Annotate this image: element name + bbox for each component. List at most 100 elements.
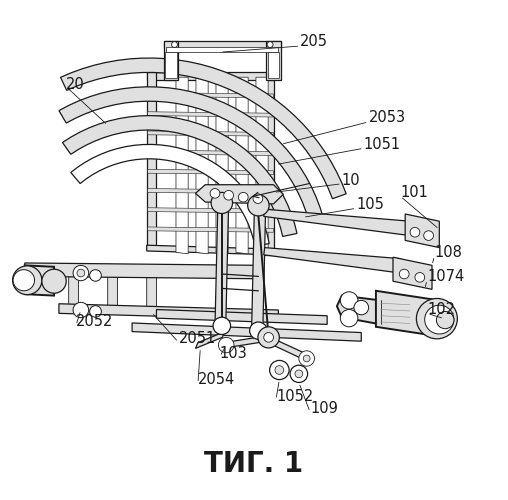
Polygon shape (148, 188, 273, 194)
Circle shape (13, 270, 35, 291)
Circle shape (89, 270, 102, 281)
Polygon shape (148, 112, 273, 117)
Circle shape (303, 355, 310, 362)
Circle shape (267, 42, 273, 48)
Polygon shape (148, 227, 273, 232)
Polygon shape (196, 77, 208, 254)
Circle shape (224, 190, 234, 200)
Text: ΤИГ. 1: ΤИГ. 1 (204, 450, 304, 477)
Circle shape (340, 292, 358, 309)
Circle shape (354, 300, 369, 315)
Text: 2051: 2051 (178, 332, 216, 346)
Polygon shape (393, 257, 432, 290)
Circle shape (425, 305, 454, 334)
Polygon shape (268, 52, 279, 78)
Polygon shape (166, 48, 278, 52)
Circle shape (89, 306, 102, 317)
Polygon shape (215, 201, 229, 328)
Text: 1074: 1074 (427, 269, 464, 284)
Polygon shape (264, 209, 415, 236)
Polygon shape (59, 87, 324, 222)
Text: 103: 103 (220, 346, 247, 360)
Polygon shape (148, 208, 273, 213)
Polygon shape (147, 72, 156, 250)
Polygon shape (164, 41, 281, 48)
Polygon shape (25, 266, 54, 296)
Polygon shape (148, 150, 273, 156)
Circle shape (73, 302, 89, 318)
Circle shape (417, 298, 457, 339)
Polygon shape (216, 77, 228, 254)
Polygon shape (108, 268, 117, 314)
Polygon shape (251, 204, 266, 332)
Circle shape (172, 42, 177, 48)
Circle shape (73, 266, 89, 280)
Polygon shape (71, 144, 269, 246)
Polygon shape (176, 77, 188, 254)
Polygon shape (147, 245, 273, 255)
Polygon shape (164, 41, 178, 80)
Polygon shape (148, 170, 273, 174)
Polygon shape (165, 52, 177, 78)
Text: 109: 109 (310, 401, 338, 416)
Circle shape (410, 228, 420, 237)
Polygon shape (69, 268, 78, 314)
Polygon shape (147, 268, 156, 314)
Circle shape (213, 317, 231, 334)
Polygon shape (196, 332, 225, 348)
Text: 102: 102 (427, 302, 455, 318)
Polygon shape (59, 304, 278, 320)
Circle shape (210, 188, 220, 198)
Polygon shape (236, 77, 248, 254)
Circle shape (299, 351, 314, 366)
Text: 108: 108 (434, 245, 462, 260)
Polygon shape (147, 72, 273, 80)
Polygon shape (264, 80, 273, 255)
Text: 205: 205 (300, 34, 328, 48)
Circle shape (77, 269, 85, 277)
Circle shape (275, 366, 284, 374)
Text: 1052: 1052 (276, 389, 313, 404)
Text: 2053: 2053 (369, 110, 406, 126)
Polygon shape (60, 58, 346, 198)
Circle shape (258, 327, 279, 348)
Circle shape (42, 269, 66, 293)
Circle shape (248, 195, 269, 216)
Circle shape (13, 266, 42, 294)
Polygon shape (264, 248, 405, 273)
Circle shape (424, 231, 433, 240)
Polygon shape (376, 291, 439, 337)
Polygon shape (148, 131, 273, 136)
Text: 2054: 2054 (198, 372, 235, 387)
Text: 20: 20 (66, 77, 85, 92)
Polygon shape (148, 92, 273, 98)
Circle shape (218, 338, 234, 352)
Circle shape (264, 332, 273, 342)
Text: 2052: 2052 (76, 314, 113, 330)
Text: 101: 101 (400, 185, 428, 200)
Circle shape (399, 269, 409, 279)
Text: 105: 105 (357, 197, 384, 212)
Circle shape (295, 370, 303, 378)
Circle shape (238, 192, 248, 202)
Polygon shape (256, 77, 268, 254)
Circle shape (253, 194, 263, 203)
Circle shape (211, 192, 233, 214)
Circle shape (249, 322, 267, 340)
Polygon shape (156, 310, 327, 324)
Polygon shape (266, 41, 281, 80)
Circle shape (290, 365, 308, 382)
Text: 10: 10 (342, 173, 360, 188)
Circle shape (340, 310, 358, 327)
Circle shape (436, 312, 454, 328)
Polygon shape (225, 336, 270, 348)
Circle shape (415, 272, 425, 282)
Text: 1051: 1051 (364, 137, 401, 152)
Polygon shape (62, 116, 297, 236)
Polygon shape (196, 184, 283, 204)
Polygon shape (132, 323, 361, 341)
Circle shape (270, 360, 289, 380)
Polygon shape (337, 296, 386, 324)
Polygon shape (25, 263, 264, 279)
Polygon shape (405, 214, 439, 248)
